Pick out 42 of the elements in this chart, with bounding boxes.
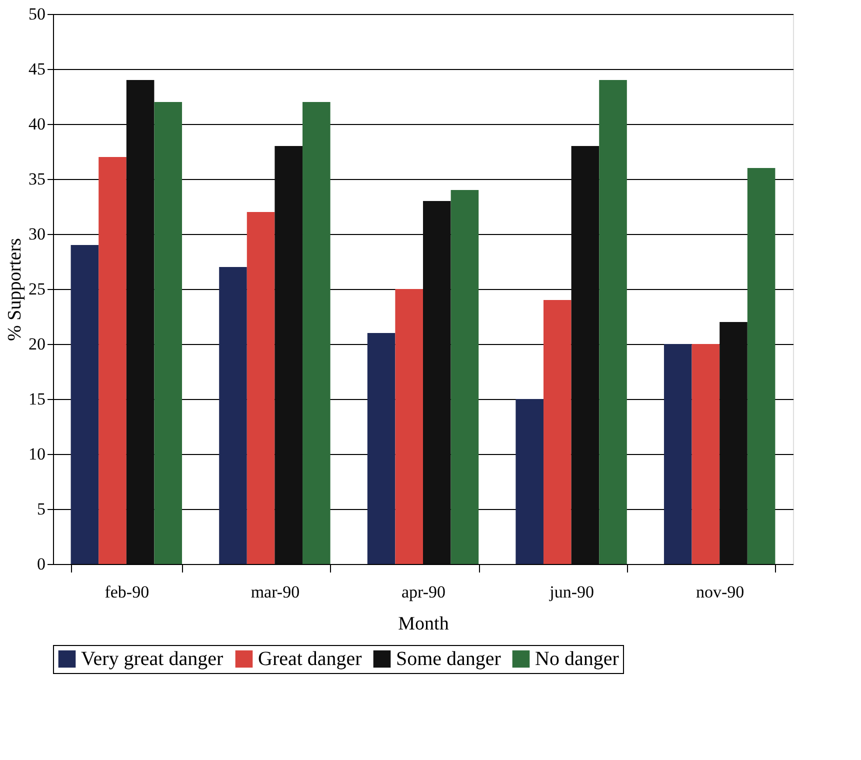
bar (367, 333, 396, 564)
x-axis-title: Month (398, 614, 450, 634)
bar (98, 157, 126, 564)
x-tick-label: feb-90 (104, 582, 150, 602)
legend-label: No danger (535, 648, 620, 670)
y-tick-label: 20 (28, 334, 46, 354)
bar (395, 289, 423, 564)
bar (747, 168, 776, 564)
bar (692, 344, 720, 564)
y-tick-label: 0 (37, 554, 46, 574)
legend-label: Some danger (396, 648, 502, 670)
bar (154, 102, 182, 564)
y-tick-label: 45 (28, 60, 46, 78)
bar (126, 80, 154, 564)
bar (274, 146, 303, 564)
bar (720, 322, 748, 564)
bar (219, 267, 247, 564)
x-tick-label: apr-90 (401, 582, 446, 602)
bar (70, 245, 99, 564)
y-tick-label: 30 (28, 224, 46, 244)
y-tick-label: 35 (28, 170, 46, 188)
y-tick-label: 40 (28, 114, 46, 134)
x-tick-label: nov-90 (696, 582, 744, 602)
y-tick-label: 15 (28, 390, 46, 408)
y-axis-title: % Supporters (4, 238, 26, 341)
x-tick-label: jun-90 (548, 582, 594, 602)
y-tick-label: 10 (28, 444, 46, 464)
x-tick-label: mar-90 (250, 582, 300, 602)
bar (450, 190, 479, 564)
bar (516, 399, 544, 564)
bar (543, 300, 572, 564)
legend-label: Very great danger (81, 648, 224, 670)
bar (571, 146, 600, 564)
y-tick-label: 50 (28, 4, 46, 24)
y-tick-label: 25 (28, 280, 46, 298)
y-tick-label: 5 (37, 500, 46, 518)
bar (246, 212, 275, 564)
bar (664, 344, 692, 564)
bar (423, 201, 451, 564)
legend-label: Great danger (258, 648, 362, 670)
bar (302, 102, 330, 564)
bar (599, 80, 627, 564)
